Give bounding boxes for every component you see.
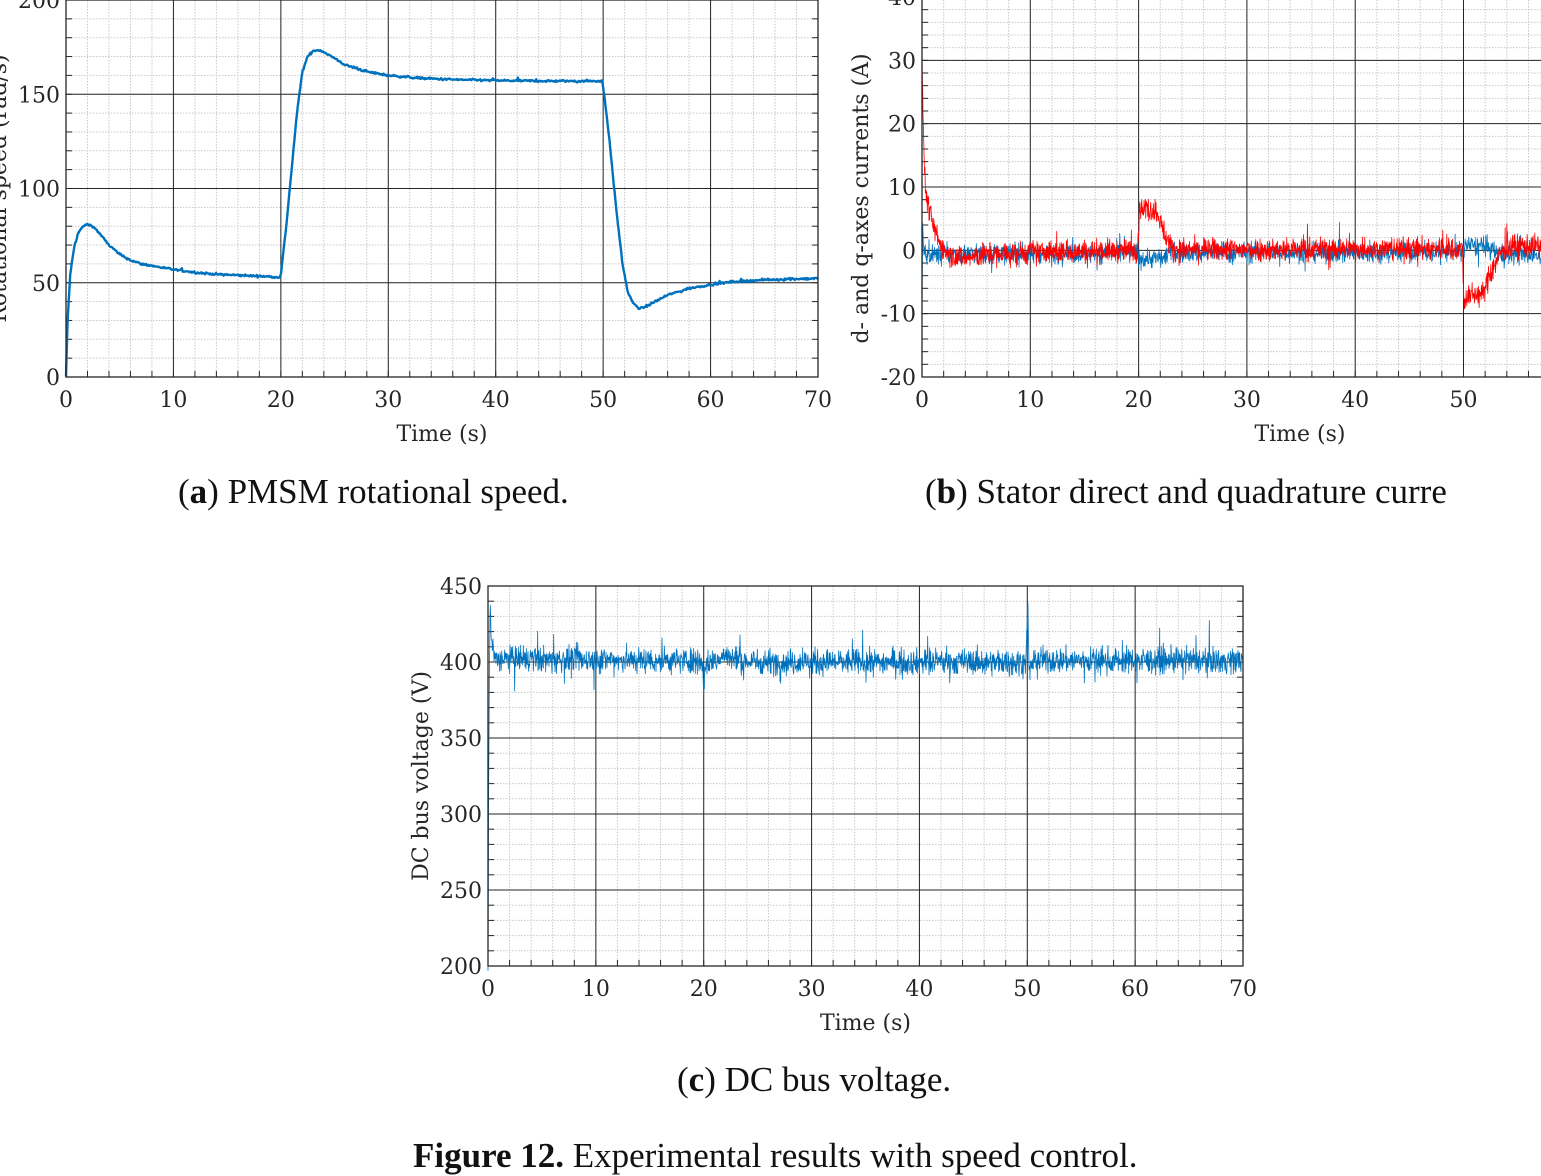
chart-rotational-speed: 0 10 20 30 40 50 60 70 0 50 100 150 200 Time (s) Rotat… — [0, 0, 832, 447]
caption-a: (a) PMSM rotational speed. — [178, 472, 569, 511]
y-tick-label: 250 — [440, 879, 482, 904]
y-tick-label: 10 — [888, 176, 916, 201]
x-axis-label: Time (s) — [820, 1011, 911, 1036]
y-tick-label: 40 — [888, 0, 916, 11]
x-tick-label: 10 — [159, 388, 187, 413]
y-tick-label: 400 — [440, 651, 482, 676]
x-tick-label: 20 — [1125, 388, 1153, 413]
x-tick-label: 70 — [804, 388, 832, 413]
y-tick-label: -20 — [881, 366, 916, 391]
y-tick-label: 300 — [440, 803, 482, 828]
x-tick-label: 10 — [582, 977, 610, 1002]
figure-caption: Figure 12. Experimental results with spe… — [413, 1136, 1137, 1176]
y-tick-label: 0 — [46, 366, 60, 391]
caption-c-letter: c — [688, 1060, 705, 1099]
y-tick-label: 150 — [18, 83, 60, 108]
caption-a-letter: a — [189, 472, 208, 511]
y-tick-label: -10 — [881, 303, 916, 328]
caption-c-text: DC bus voltage. — [715, 1060, 952, 1099]
y-tick-label: 50 — [32, 272, 60, 297]
y-tick-label: 20 — [888, 113, 916, 138]
x-tick-label: 30 — [1233, 388, 1261, 413]
y-axis-label: d- and q-axes currents (A) — [849, 53, 874, 343]
y-tick-label: 0 — [902, 239, 916, 264]
x-tick-label: 50 — [1013, 977, 1041, 1002]
y-axis-label: Rotational speed (rad/s) — [0, 54, 12, 322]
x-tick-label: 40 — [905, 977, 933, 1002]
panel-b: 0 10 20 30 40 50 -20 -10 0 10 20 30 40 Time (s) d- and… — [840, 0, 1541, 460]
x-tick-label: 10 — [1016, 388, 1044, 413]
panel-c: 0 10 20 30 40 50 60 70 200 250 300 350 400 450 Time (s… — [400, 560, 1280, 1050]
x-tick-label: 40 — [1341, 388, 1369, 413]
y-tick-label: 200 — [18, 0, 60, 14]
y-tick-label: 450 — [440, 575, 482, 600]
caption-b: (b) Stator direct and quadrature curre — [925, 472, 1447, 511]
plot-area — [487, 585, 1244, 971]
series-dc-bus-voltage — [487, 601, 1244, 971]
series-d-axis-current — [921, 221, 1541, 321]
x-tick-label: 30 — [374, 388, 402, 413]
plot-area — [64, 0, 819, 378]
x-tick-label: 50 — [1450, 388, 1478, 413]
figure-number: Figure 12. — [413, 1136, 565, 1175]
caption-c: (c) DC bus voltage. — [677, 1060, 952, 1099]
axes-box — [921, 0, 1541, 378]
plot-area — [921, 0, 1541, 378]
caption-a-text: PMSM rotational speed. — [218, 472, 569, 511]
y-tick-label: 200 — [440, 955, 482, 980]
y-tick-label: 30 — [888, 49, 916, 74]
y-tick-label: 350 — [440, 727, 482, 752]
x-tick-label: 60 — [697, 388, 725, 413]
x-tick-label: 20 — [267, 388, 295, 413]
caption-b-text: Stator direct and quadrature curre — [967, 472, 1447, 511]
axes-box — [65, 0, 819, 378]
x-tick-label: 60 — [1121, 977, 1149, 1002]
x-tick-label: 0 — [481, 977, 495, 1002]
axes-box — [487, 585, 1244, 967]
chart-dc-bus-voltage: 0 10 20 30 40 50 60 70 200 250 300 350 400 450 Time (s… — [409, 575, 1257, 1036]
x-tick-label: 0 — [59, 388, 73, 413]
caption-b-letter: b — [936, 472, 957, 511]
x-axis-label: Time (s) — [396, 422, 487, 447]
y-axis-label: DC bus voltage (V) — [409, 671, 434, 881]
x-axis-label: Time (s) — [1254, 422, 1345, 447]
series-q-axis-current — [921, 48, 1541, 310]
chart-dq-currents: 0 10 20 30 40 50 -20 -10 0 10 20 30 40 Time (s) d- and… — [849, 0, 1541, 447]
figure-caption-text: Experimental results with speed control. — [564, 1136, 1138, 1175]
x-tick-label: 0 — [915, 388, 929, 413]
series-rotational-speed — [64, 48, 819, 377]
x-tick-label: 70 — [1229, 977, 1257, 1002]
x-tick-label: 30 — [798, 977, 826, 1002]
x-tick-label: 20 — [690, 977, 718, 1002]
x-tick-label: 40 — [482, 388, 510, 413]
panel-a: 0 10 20 30 40 50 60 70 0 50 100 150 200 Time (s) Rotat… — [0, 0, 840, 460]
y-tick-label: 100 — [18, 178, 60, 203]
x-tick-label: 50 — [589, 388, 617, 413]
